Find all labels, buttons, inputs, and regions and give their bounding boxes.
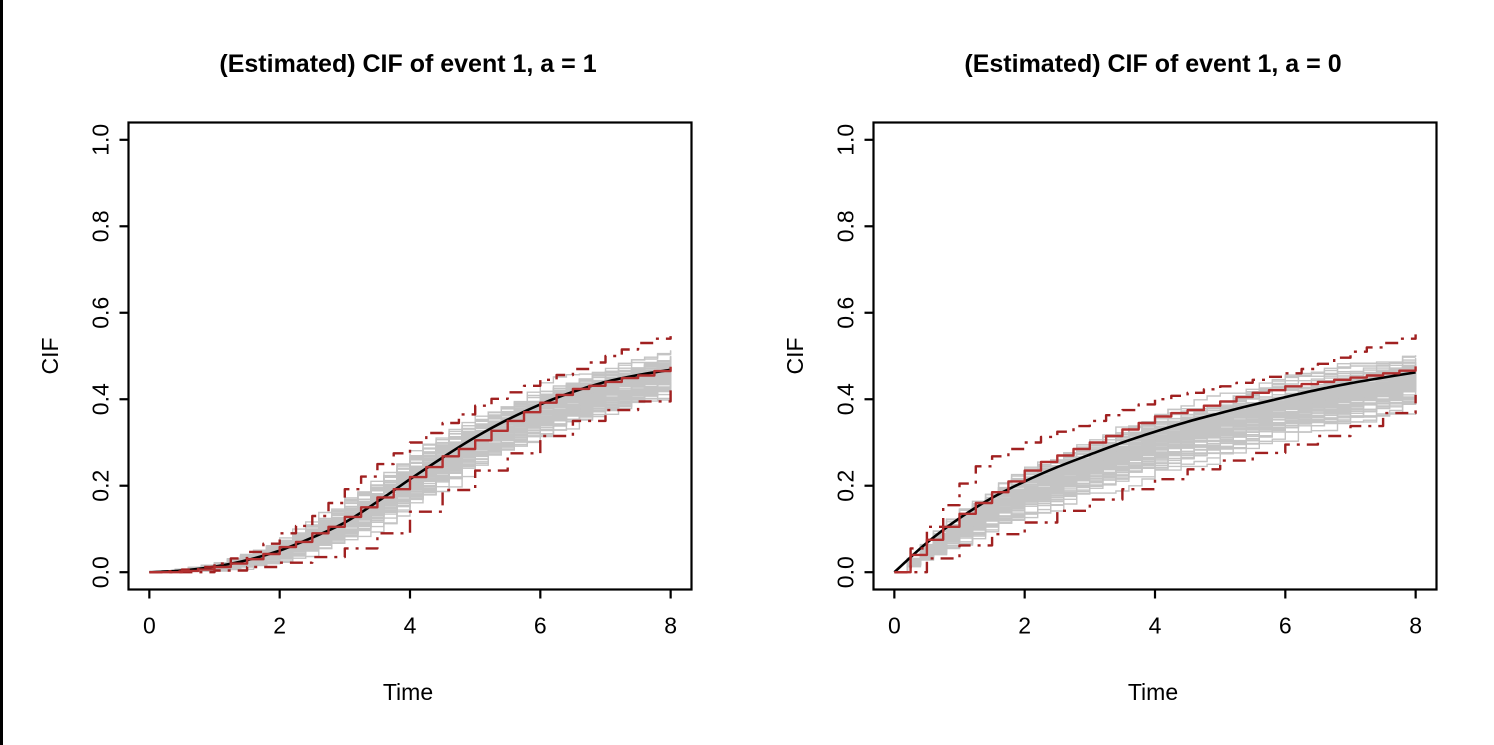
plot-box bbox=[872, 121, 1438, 591]
plot-title: (Estimated) CIF of event 1, a = 1 bbox=[219, 50, 596, 78]
cif-panel-a0: (Estimated) CIF of event 1, a = 0 Time C… bbox=[748, 0, 1493, 745]
x-axis-label: Time bbox=[383, 679, 433, 705]
y-tick-label: 0.6 bbox=[88, 297, 114, 329]
y-tick-label: 0.4 bbox=[88, 383, 114, 415]
panel-row: (Estimated) CIF of event 1, a = 1 Time C… bbox=[3, 0, 1494, 745]
cif-plot-a1: (Estimated) CIF of event 1, a = 1 Time C… bbox=[37, 50, 693, 705]
plot-title: (Estimated) CIF of event 1, a = 0 bbox=[964, 50, 1341, 78]
series-layer bbox=[149, 336, 672, 574]
y-tick-label: 1.0 bbox=[833, 124, 859, 156]
x-tick-label: 0 bbox=[888, 613, 901, 639]
y-tick-label: 0.8 bbox=[833, 210, 859, 242]
y-tick-label: 1.0 bbox=[88, 124, 114, 156]
plot-box bbox=[127, 121, 693, 591]
x-tick-label: 2 bbox=[1018, 613, 1031, 639]
x-tick-label: 6 bbox=[534, 613, 547, 639]
cif-panel-a1: (Estimated) CIF of event 1, a = 1 Time C… bbox=[3, 0, 748, 745]
ci-upper-line bbox=[149, 336, 672, 574]
y-tick-label: 0.2 bbox=[833, 470, 859, 502]
y-tick-label: 0.6 bbox=[833, 297, 859, 329]
x-tick-label: 2 bbox=[273, 613, 286, 639]
x-tick-label: 8 bbox=[664, 613, 677, 639]
y-tick-label: 0.8 bbox=[88, 210, 114, 242]
replicate-line bbox=[894, 373, 1416, 573]
axes: 0 2 4 6 8 0.0 0.2 0.4 0.6 0.8 1.0 bbox=[833, 124, 1423, 639]
x-tick-label: 8 bbox=[1409, 613, 1422, 639]
y-tick-label: 0.0 bbox=[833, 556, 859, 588]
x-tick-label: 0 bbox=[143, 613, 156, 639]
estimated-cif-line bbox=[894, 366, 1417, 574]
x-tick-label: 4 bbox=[1149, 613, 1162, 639]
y-tick-label: 0.0 bbox=[88, 556, 114, 588]
y-axis-label: CIF bbox=[782, 337, 808, 374]
axes: 0 2 4 6 8 0.0 0.2 0.4 0.6 0.8 1.0 bbox=[88, 124, 678, 639]
y-tick-label: 0.2 bbox=[88, 470, 114, 502]
series-layer bbox=[893, 334, 1417, 574]
x-axis-label: Time bbox=[1128, 679, 1178, 705]
replicate-line bbox=[894, 400, 1416, 573]
replicate-line bbox=[894, 396, 1417, 573]
x-tick-label: 4 bbox=[404, 613, 417, 639]
left-edge-bar bbox=[0, 0, 3, 745]
cif-plot-a0: (Estimated) CIF of event 1, a = 0 Time C… bbox=[782, 50, 1438, 705]
x-tick-label: 6 bbox=[1279, 613, 1292, 639]
y-axis-label: CIF bbox=[37, 337, 63, 374]
y-tick-label: 0.4 bbox=[833, 383, 859, 415]
ci-upper-line bbox=[894, 334, 1417, 574]
estimated-cif-line bbox=[149, 366, 672, 574]
replicate-line bbox=[149, 389, 672, 573]
ci-lower-line bbox=[894, 394, 1417, 574]
ci-lower-line bbox=[149, 388, 672, 574]
